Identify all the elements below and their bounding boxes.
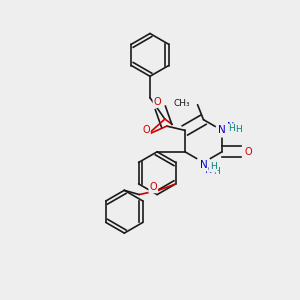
Text: N: N [205, 165, 212, 175]
Text: CH₃: CH₃ [173, 99, 190, 108]
Text: H: H [235, 125, 242, 134]
Text: O: O [149, 182, 157, 192]
Text: H: H [214, 167, 220, 176]
Text: H: H [210, 162, 217, 171]
Text: O: O [154, 97, 161, 107]
Text: N: N [227, 122, 234, 132]
Text: O: O [244, 147, 252, 157]
Text: O: O [142, 125, 150, 135]
Circle shape [197, 156, 210, 169]
Text: N: N [200, 160, 207, 170]
Text: H: H [229, 124, 235, 134]
Circle shape [215, 124, 229, 137]
Text: N: N [218, 125, 226, 135]
